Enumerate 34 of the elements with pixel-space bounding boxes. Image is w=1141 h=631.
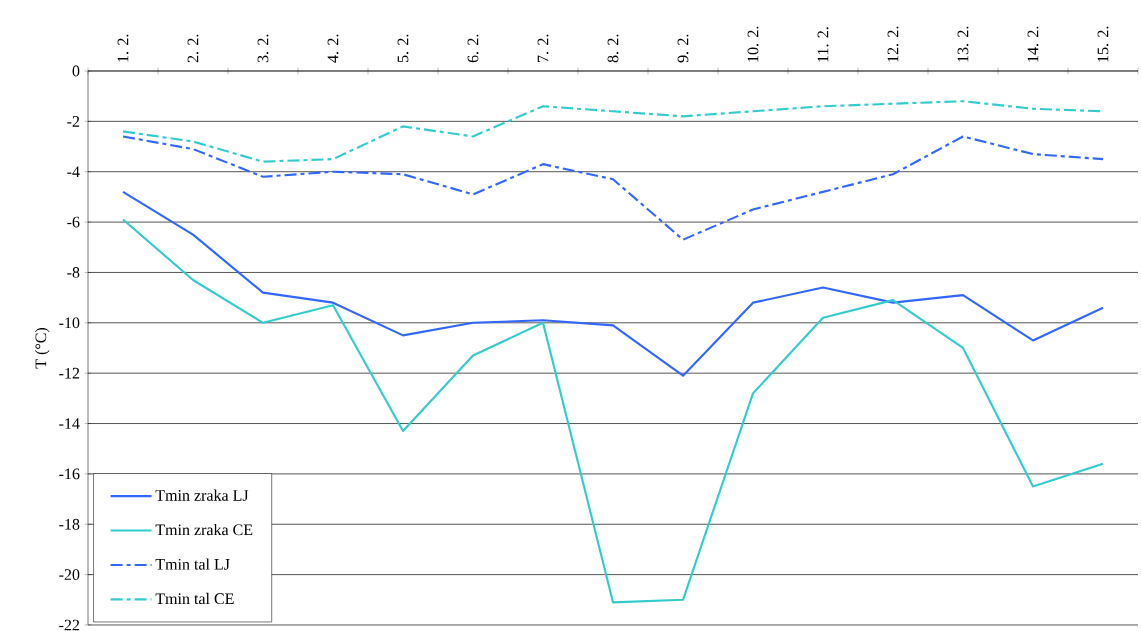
legend-label: Tmin zraka CE <box>155 523 253 536</box>
x-tick-label: 2. 2. <box>187 34 199 63</box>
y-tick-label: -20 <box>59 569 80 581</box>
x-tick-label: 12. 2. <box>887 26 899 62</box>
y-tick-label: -12 <box>59 367 80 379</box>
y-tick-label: -4 <box>67 166 80 177</box>
x-tick-label: 5. 2. <box>397 34 409 63</box>
y-axis-title: T (°C) <box>34 327 50 369</box>
x-tick-label: 14. 2. <box>1027 26 1039 62</box>
legend-label: Tmin tal LJ <box>155 558 230 570</box>
y-tick-label: -2 <box>67 116 80 127</box>
y-tick-label: -10 <box>59 317 80 329</box>
x-tick-label: 4. 2. <box>327 34 339 63</box>
y-tick-label: -8 <box>67 267 80 278</box>
y-tick-label: -16 <box>59 468 80 480</box>
x-tick-label: 7. 2. <box>537 34 549 62</box>
x-tick-label: 13. 2. <box>957 26 969 62</box>
y-tick-label: 0 <box>72 65 80 77</box>
x-tick-label: 8. 2. <box>607 34 619 63</box>
line-series <box>121 190 1105 377</box>
legend-label: Tmin tal CE <box>155 592 234 605</box>
x-tick-label: 9. 2. <box>677 34 689 63</box>
legend-label: Tmin zraka LJ <box>155 489 249 501</box>
x-tick-label: 6. 2. <box>467 34 479 63</box>
x-tick-label: 1. 2. <box>117 34 129 62</box>
x-tick-label: 10. 2. <box>747 26 759 62</box>
x-tick-label: 3. 2. <box>257 34 269 63</box>
x-tick-label: 11. 2. <box>817 27 829 62</box>
y-tick-label: -14 <box>59 418 80 429</box>
y-tick-label: -22 <box>59 619 80 631</box>
x-tick-label: 15. 2. <box>1097 26 1109 62</box>
line-series <box>121 218 1105 604</box>
y-tick-label: -18 <box>59 518 80 530</box>
y-tick-label: -6 <box>67 216 80 228</box>
